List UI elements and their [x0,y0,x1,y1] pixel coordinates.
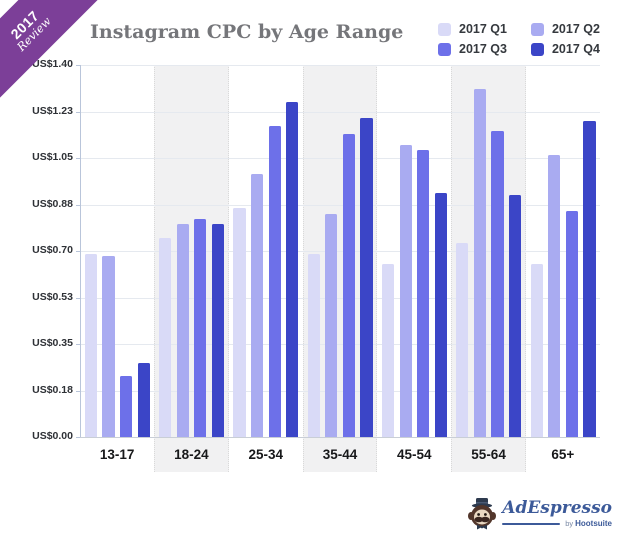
x-axis-line [80,437,600,438]
legend-item-q1: 2017 Q1 [438,22,507,36]
legend-item-q3: 2017 Q3 [438,42,507,56]
y-tick-US$0.18 [76,390,80,392]
y-tick-US$0.88 [76,204,80,206]
y-tick-US$0.53 [76,297,80,299]
legend-item-q2: 2017 Q2 [530,22,600,36]
bar-25-34-2017-Q1 [233,208,246,437]
bar-45-54-2017-Q2 [399,144,412,437]
y-axis-label: US$0.53 [32,290,73,303]
y-axis-label: US$1.05 [32,151,73,163]
bar-45-54-2017-Q4 [434,192,447,437]
bar-18-24-2017-Q2 [176,224,189,437]
y-tick-US$0.70 [76,251,80,252]
legend-label-q1: 2017 Q1 [459,22,507,36]
gridline-US$1.23 [80,111,600,113]
bar-13-17-2017-Q1 [84,253,97,437]
bar-45-54-2017-Q3 [417,150,430,437]
bar-13-17-2017-Q4 [137,362,150,437]
y-axis-label: US$1.23 [32,104,73,117]
bar-18-24-2017-Q3 [194,219,207,437]
brand-name: AdEspresso [502,498,612,518]
gridline-US$0.35 [80,344,600,345]
bar-55-64-2017-Q2 [473,88,487,437]
adespresso-mascot-icon [468,498,497,530]
brand-footer: AdEspresso by Hootsuite [467,497,612,531]
legend: 2017 Q1 2017 Q2 2017 Q3 2017 Q4 [438,22,600,56]
bar-45-54-2017-Q1 [381,264,395,437]
bar-35-44-2017-Q2 [325,213,338,437]
y-tick-US$1.40 [76,65,80,66]
y-axis-label: US$0.00 [32,430,73,442]
y-axis-label: US$0.88 [32,197,73,210]
x-axis-label-55-64: 55-64 [471,447,506,462]
legend-label-q3: 2017 Q3 [459,42,507,56]
legend-swatch-q3 [438,42,451,56]
brand-text: AdEspresso by Hootsuite [502,500,612,528]
x-axis-label-35-44: 35-44 [322,447,358,462]
bar-35-44-2017-Q1 [307,253,320,437]
bar-13-17-2017-Q3 [120,375,133,437]
y-tick-US$1.23 [76,111,80,113]
brand-hootsuite: Hootsuite [575,519,612,528]
brand-underline [502,522,561,525]
gridline-US$1.05 [80,158,600,159]
legend-swatch-q4 [530,42,544,56]
bar-35-44-2017-Q4 [360,118,373,437]
legend-label-q4: 2017 Q4 [551,42,600,56]
bar-55-64-2017-Q1 [456,243,469,437]
legend-swatch-q2 [530,22,544,36]
bar-18-24-2017-Q4 [211,224,225,437]
bar-65+-2017-Q1 [530,264,543,437]
y-tick-US$1.05 [76,158,80,159]
brand-by: by [565,519,574,528]
y-tick-US$0.00 [76,437,80,438]
gridline-US$0.53 [80,297,600,299]
chart-title: Instagram CPC by Age Range [90,21,404,43]
bar-65+-2017-Q3 [565,211,578,437]
y-axis-line [80,65,81,437]
x-axis-label-45-54: 45-54 [397,447,432,462]
legend-label-q2: 2017 Q2 [551,22,600,36]
bar-55-64-2017-Q3 [491,131,504,437]
legend-swatch-q1 [438,22,451,36]
y-axis-label: US$1.40 [32,58,73,70]
x-axis-label-65+: 65+ [551,447,575,462]
brand-subline: by Hootsuite [502,519,612,528]
bar-55-64-2017-Q4 [509,195,522,437]
bar-35-44-2017-Q3 [342,134,356,437]
y-tick-US$0.35 [76,344,80,345]
y-axis-label: US$0.70 [32,244,73,256]
gridline-US$0.70 [80,251,600,252]
x-axis-label-25-34: 25-34 [248,447,283,462]
x-axis-label-18-24: 18-24 [174,447,209,462]
gridline-US$0.88 [80,204,600,206]
bar-13-17-2017-Q2 [102,256,115,437]
gridline-US$1.40 [80,65,600,66]
bar-25-34-2017-Q3 [268,126,281,437]
bar-65+-2017-Q2 [548,155,561,437]
bar-65+-2017-Q4 [583,120,596,437]
x-axis-label-13-17: 13-17 [99,447,135,462]
y-axis-label: US$0.18 [32,383,73,396]
y-axis-label: US$0.35 [32,337,73,349]
bar-18-24-2017-Q1 [159,237,172,437]
bar-25-34-2017-Q4 [286,102,299,437]
bar-25-34-2017-Q2 [250,173,264,437]
gridline-US$0.18 [80,390,600,392]
legend-item-q4: 2017 Q4 [530,42,600,56]
